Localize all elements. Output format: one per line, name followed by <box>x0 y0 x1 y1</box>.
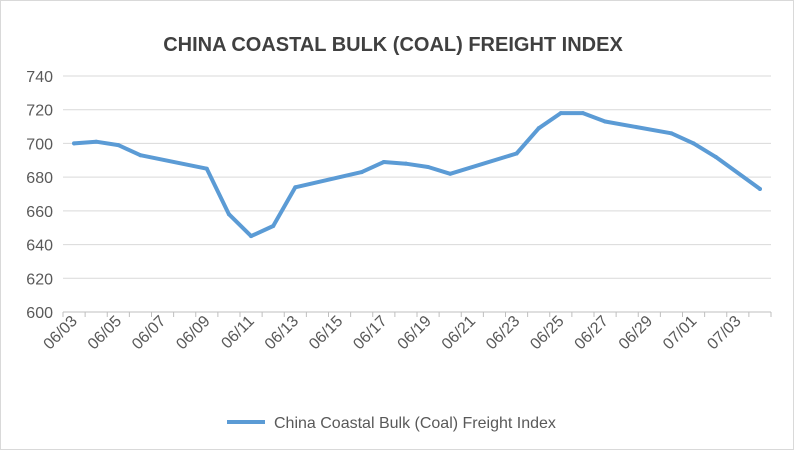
x-tick-label: 06/11 <box>218 313 258 353</box>
legend-label: China Coastal Bulk (Coal) Freight Index <box>274 415 556 432</box>
y-tick-label: 740 <box>26 69 53 86</box>
data-point <box>403 161 408 166</box>
x-axis-ticks: 06/03 06/05 06/07 06/09 06/11 06/13 06/15 06/17… <box>41 312 772 353</box>
y-axis-ticks: 740 720 700 680 660 640 620 600 <box>26 69 53 322</box>
x-tick-label: 06/15 <box>306 313 346 353</box>
series-group <box>72 111 762 239</box>
data-point <box>669 131 674 136</box>
y-tick-label: 720 <box>26 103 53 120</box>
data-point <box>691 141 696 146</box>
x-tick-label: 06/05 <box>85 313 125 353</box>
data-point <box>448 171 453 176</box>
y-tick-label: 700 <box>26 136 53 153</box>
data-point <box>359 170 364 175</box>
x-tick-label: 06/29 <box>616 313 656 353</box>
chart-title: CHINA COASTAL BULK (COAL) FREIGHT INDEX <box>163 34 623 56</box>
y-tick-label: 660 <box>26 204 53 221</box>
data-point <box>536 126 541 131</box>
x-tick-label: 07/01 <box>660 313 700 353</box>
x-tick-label: 07/03 <box>704 313 744 353</box>
data-point <box>603 119 608 124</box>
data-point <box>713 154 718 159</box>
legend: China Coastal Bulk (Coal) Freight Index <box>227 415 556 432</box>
data-point <box>116 143 121 148</box>
x-tick-label: 06/07 <box>129 313 169 353</box>
data-point <box>757 186 762 191</box>
x-tick-label: 06/17 <box>350 313 390 353</box>
data-point <box>558 111 563 116</box>
x-tick-label: 06/27 <box>572 313 612 353</box>
grid-lines <box>63 75 771 313</box>
data-point <box>226 212 231 217</box>
data-point <box>138 153 143 158</box>
series-line <box>72 111 762 239</box>
y-tick-label: 600 <box>26 305 53 322</box>
data-point <box>204 166 209 171</box>
y-tick-label: 640 <box>26 238 53 255</box>
x-tick-label: 06/21 <box>439 313 479 353</box>
data-point <box>72 141 77 146</box>
x-tick-label: 06/13 <box>262 313 302 353</box>
y-tick-label: 620 <box>26 271 53 288</box>
y-tick-label: 680 <box>26 170 53 187</box>
x-tick-label: 06/19 <box>395 313 435 353</box>
data-point <box>426 165 431 170</box>
x-tick-label: 06/23 <box>483 313 523 353</box>
data-point <box>271 224 276 229</box>
data-point <box>514 151 519 156</box>
data-point <box>94 139 99 144</box>
data-point <box>381 159 386 164</box>
data-point <box>249 234 254 239</box>
x-tick-label: 06/09 <box>173 313 213 353</box>
data-point <box>293 185 298 190</box>
data-point <box>580 111 585 116</box>
x-tick-label: 06/25 <box>527 313 567 353</box>
